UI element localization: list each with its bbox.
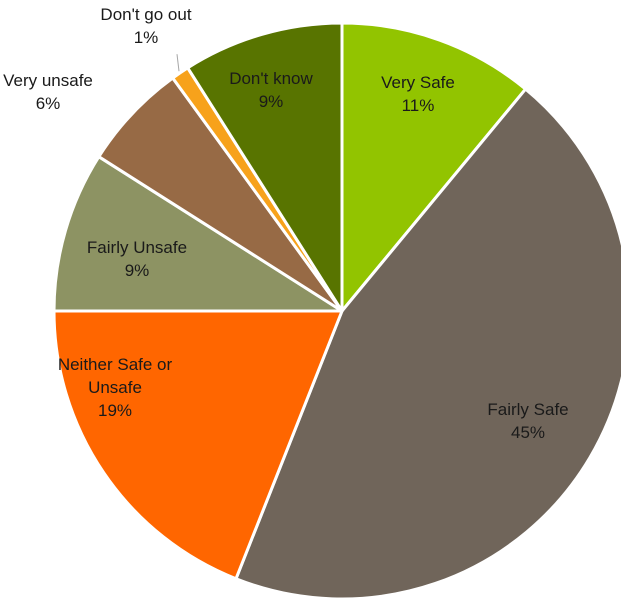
- pie-slice-fairly-unsafe: [52, 155, 344, 313]
- data-label-fairly-safe: Fairly Safe 45%: [487, 400, 568, 442]
- data-label-fairly-unsafe: Fairly Unsafe 9%: [87, 238, 187, 280]
- slice-category-label: Don't go out: [100, 5, 191, 24]
- data-label-don-t-know: Don't know 9%: [229, 69, 313, 111]
- pie-slice-neither-safe-or-unsafe: [52, 309, 344, 581]
- slice-category-label: Unsafe: [88, 378, 142, 397]
- slice-value-label: 45%: [511, 423, 545, 442]
- leader-line-don-t-go-out: [176, 54, 180, 72]
- data-label-very-safe: Very Safe 11%: [381, 73, 455, 115]
- slice-value-label: 9%: [259, 92, 284, 111]
- data-label-very-unsafe: Very unsafe 6%: [3, 71, 93, 113]
- pie-slice-don-t-know: [186, 21, 344, 313]
- data-label-neither-safe-or-unsafe: Neither Safe or Unsafe 19%: [58, 355, 173, 420]
- slice-category-label: Fairly Safe: [487, 400, 568, 419]
- slice-category-label: Very unsafe: [3, 71, 93, 90]
- slice-category-label: Neither Safe or: [58, 355, 173, 374]
- slice-value-label: 6%: [36, 94, 61, 113]
- slice-category-label: Don't know: [229, 69, 313, 88]
- pie-slice-very-safe: [340, 21, 528, 313]
- pie-slice-fairly-safe: [234, 87, 621, 598]
- slice-value-label: 9%: [125, 261, 150, 280]
- slice-category-label: Fairly Unsafe: [87, 238, 187, 257]
- slice-value-label: 1%: [134, 28, 159, 47]
- pie-slices: [52, 21, 621, 598]
- slice-value-label: 11%: [402, 96, 435, 115]
- slice-value-label: 19%: [98, 401, 132, 420]
- data-label-don-t-go-out: Don't go out 1%: [100, 5, 191, 47]
- slice-category-label: Very Safe: [381, 73, 455, 92]
